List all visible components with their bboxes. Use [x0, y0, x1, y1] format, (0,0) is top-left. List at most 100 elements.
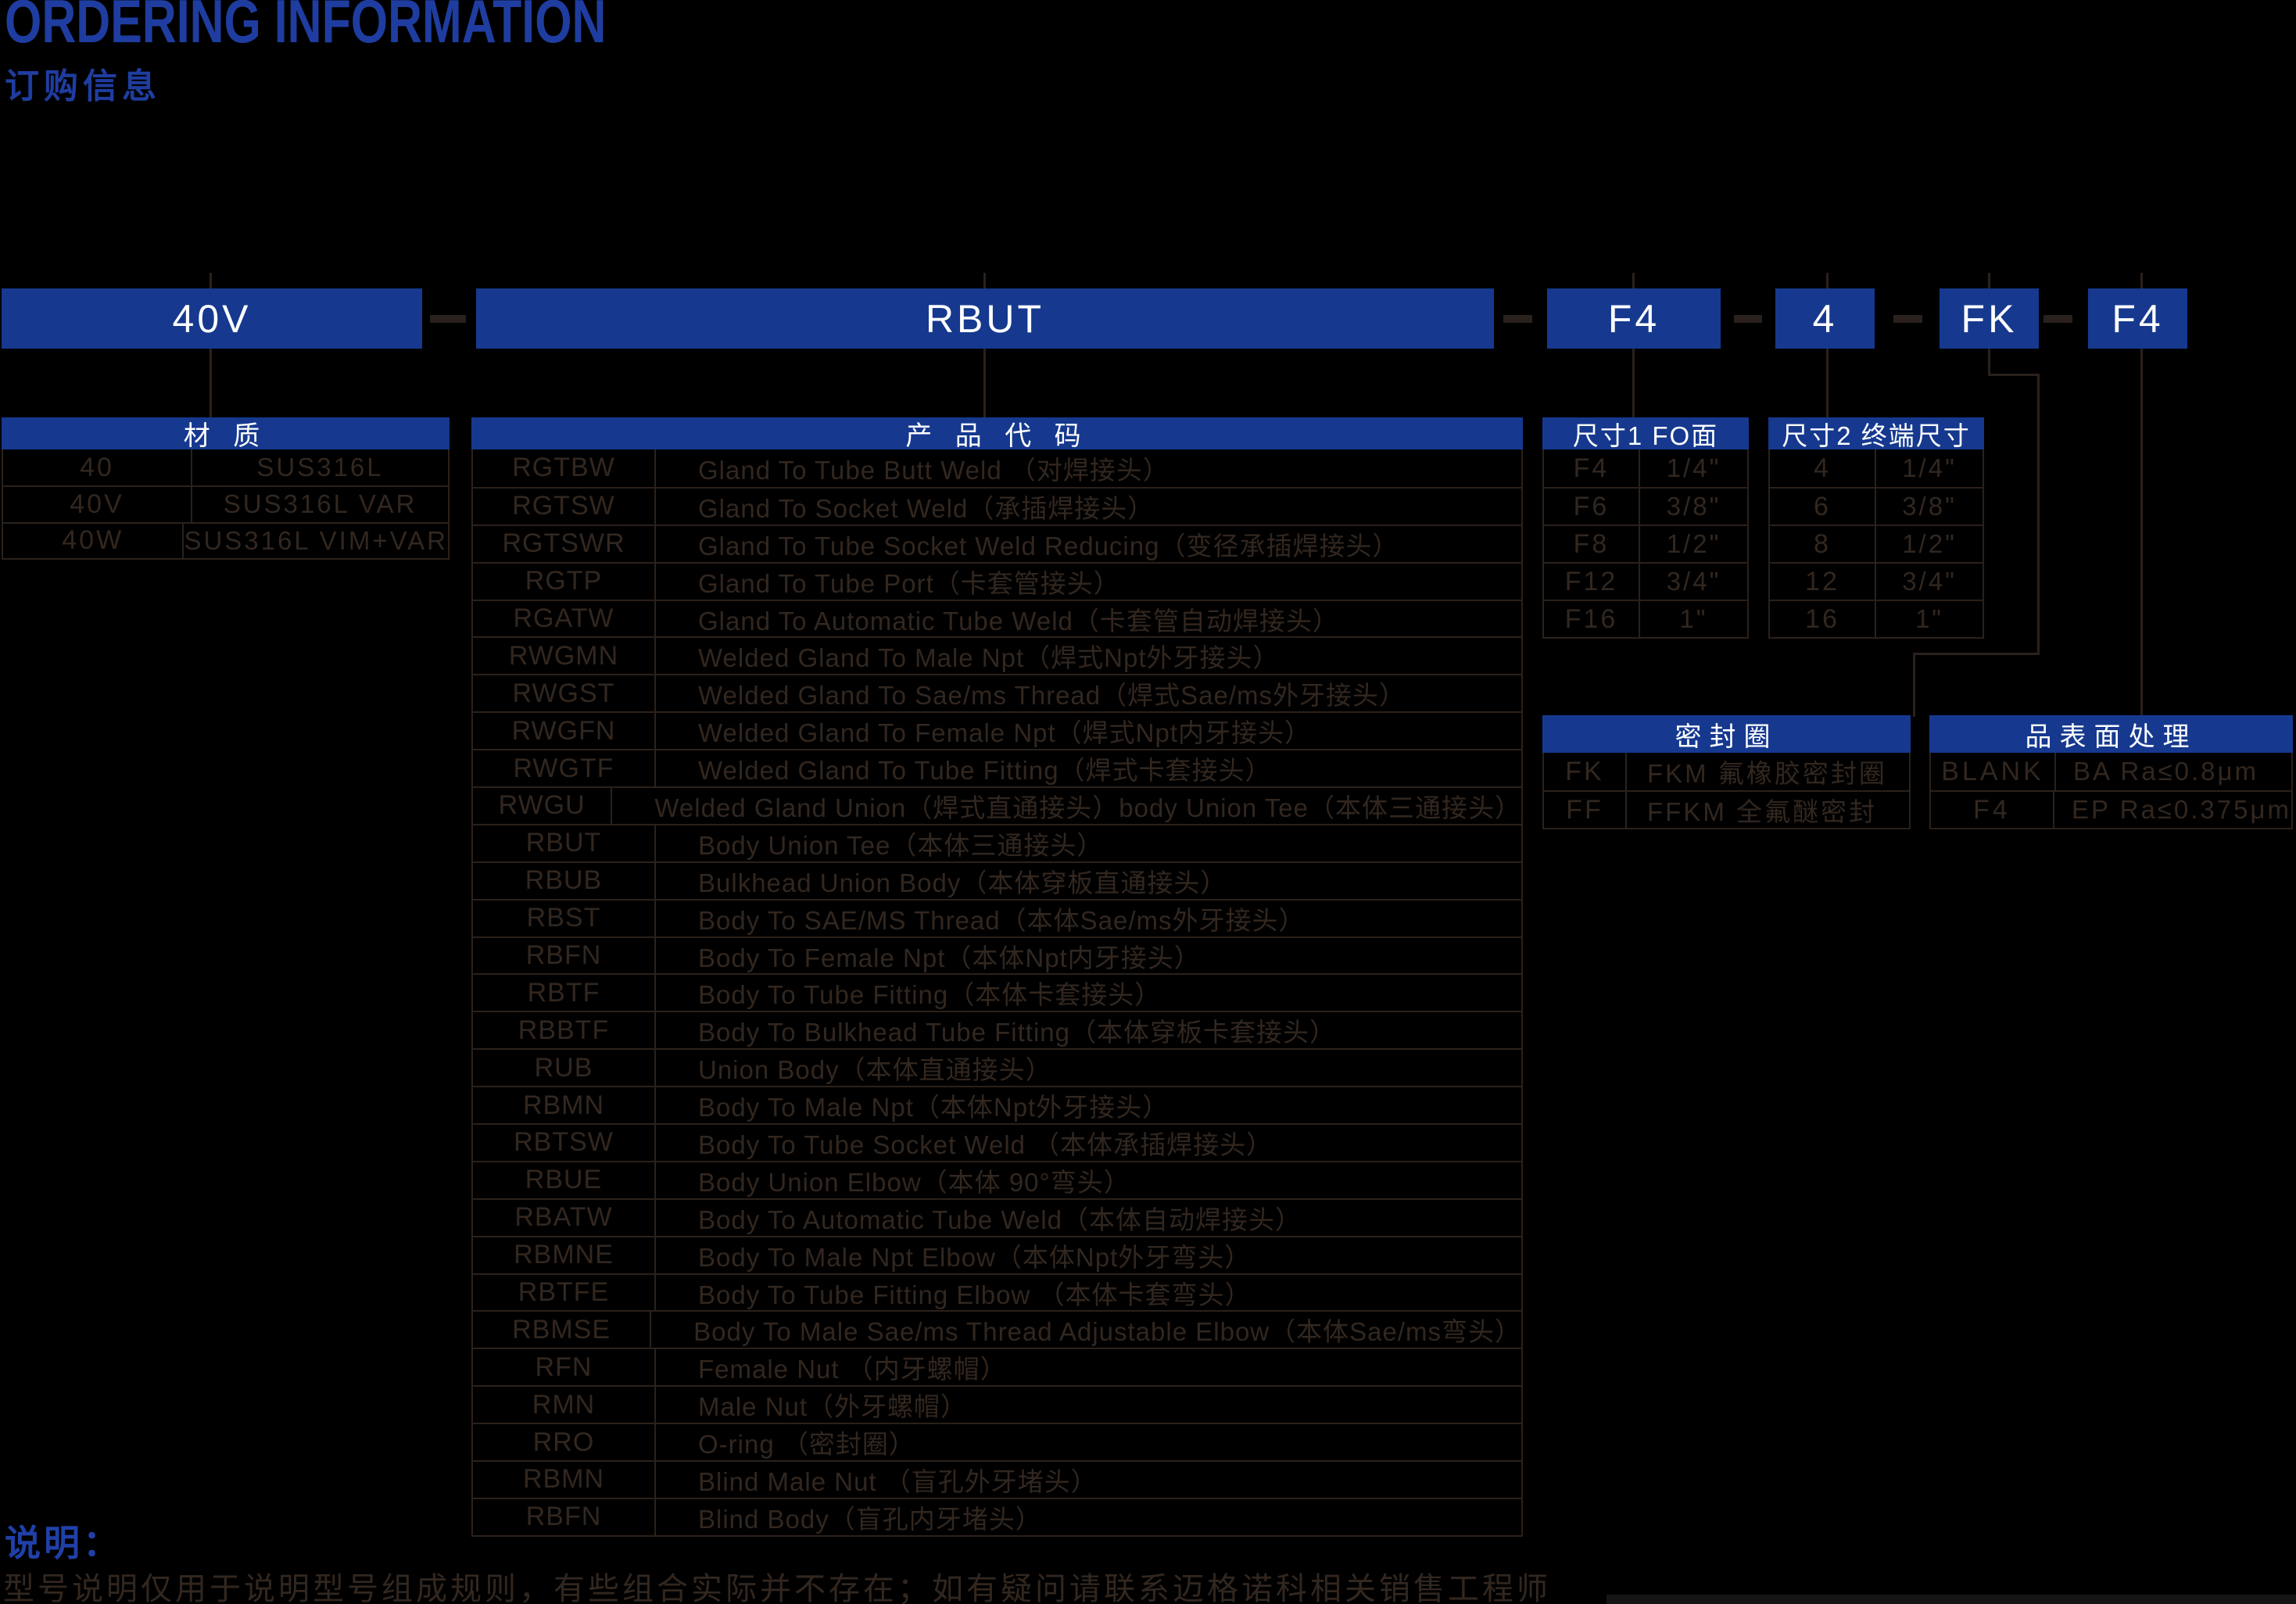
connector-line	[1913, 653, 1915, 717]
table-row: RWGTF Welded Gland To Tube Fitting（焊式卡套接…	[473, 749, 1521, 787]
size1-table: 尺寸1 FO面 F4 1/4" F6 3/8" F8 1/2"	[1542, 417, 1749, 639]
product-code: RGTBW	[473, 449, 656, 487]
table-row: RBATW Body To Automatic Tube Weld（本体自动焊接…	[473, 1198, 1521, 1236]
product-desc: Gland To Tube Butt Weld （对焊接头）	[698, 455, 1169, 485]
product-desc: Welded Gland To Male Npt（焊式Npt外牙接头）	[698, 643, 1280, 673]
product-code: RWGTF	[473, 750, 656, 787]
table-row: 16 1"	[1770, 600, 1983, 637]
connector-tick	[1826, 273, 1829, 288]
table-row: RBTSW Body To Tube Socket Weld （本体承插焊接头）	[473, 1123, 1521, 1161]
connector-tick	[210, 273, 212, 288]
product-desc: Body To SAE/MS Thread（本体Sae/ms外牙接头）	[698, 905, 1306, 935]
product-desc: Body To Male Sae/ms Thread Adjustable El…	[693, 1317, 1521, 1347]
material-table-rows: 40 SUS316L 40V SUS316L VAR 40W SUS316L V…	[2, 449, 450, 560]
table-row: 40V SUS316L VAR	[3, 485, 448, 522]
seal-ring-table-header: 密封圈	[1542, 715, 1911, 753]
product-code: RBATW	[473, 1199, 656, 1236]
order-code-box-size1: F4	[1547, 288, 1721, 349]
product-code: RUB	[473, 1050, 656, 1087]
size1-desc: 1/2"	[1666, 529, 1721, 558]
product-code: RBTFE	[473, 1274, 656, 1311]
size1-code: F16	[1544, 601, 1640, 637]
surface-treatment-table: 品表面处理 BLANK BA Ra≤0.8μm F4 EP Ra≤0.375μm	[1929, 715, 2293, 829]
product-code: RWGFN	[473, 713, 656, 750]
connector-line	[1913, 653, 2040, 655]
table-row: RWGST Welded Gland To Sae/ms Thread（焊式Sa…	[473, 674, 1521, 712]
product-code: RGTP	[473, 563, 656, 600]
material-code: 40V	[3, 487, 192, 522]
seal-desc: FKM 氟橡胶密封圈	[1647, 759, 1887, 788]
table-row: RBTFE Body To Tube Fitting Elbow （本体卡套弯头…	[473, 1273, 1521, 1311]
size2-code: 4	[1770, 449, 1876, 487]
size1-code: F6	[1544, 489, 1640, 525]
product-code: RWGST	[473, 675, 656, 712]
surface-code: BLANK	[1931, 753, 2056, 790]
product-desc: Blind Body（盲孔内牙堵头）	[698, 1504, 1042, 1534]
table-row: FF FFKM 全氟醚密封	[1544, 790, 1909, 828]
table-row: RGTSWR Gland To Tube Socket Weld Reducin…	[473, 524, 1521, 562]
product-desc: Body To Automatic Tube Weld（本体自动焊接头）	[698, 1205, 1302, 1234]
material-code: 40	[3, 449, 192, 486]
product-desc: Welded Gland To Tube Fitting（焊式卡套接头）	[698, 756, 1272, 786]
order-code-box-surface: F4	[2088, 288, 2187, 349]
connector-tick	[983, 273, 986, 288]
connector-tick	[2140, 273, 2143, 288]
product-desc: Body To Bulkhead Tube Fitting（本体穿板卡套接头）	[698, 1018, 1337, 1047]
size1-table-rows: F4 1/4" F6 3/8" F8 1/2" F12 3/4"	[1542, 449, 1749, 639]
table-row: RBUT Body Union Tee（本体三通接头）	[473, 823, 1521, 861]
order-code-box-material: 40V	[2, 288, 422, 349]
material-code: 40W	[3, 523, 184, 558]
size2-table: 尺寸2 终端尺寸 4 1/4" 6 3/8" 8 1/2"	[1768, 417, 1984, 639]
product-desc: Body To Tube Fitting Elbow （本体卡套弯头）	[698, 1280, 1252, 1309]
product-desc: Gland To Automatic Tube Weld（卡套管自动焊接头）	[698, 606, 1339, 636]
connector-line	[1826, 349, 1829, 417]
footer-strip	[1606, 1595, 2296, 1604]
product-code: RWGU	[473, 788, 613, 824]
size2-code: 12	[1770, 564, 1876, 600]
product-code: RBFN	[473, 937, 656, 974]
seal-code: FF	[1544, 792, 1627, 828]
product-code: RRO	[473, 1424, 656, 1461]
size2-desc: 1"	[1915, 604, 1944, 633]
table-row: F8 1/2"	[1544, 525, 1747, 562]
table-row: RMN Male Nut（外牙螺帽）	[473, 1385, 1521, 1423]
table-row: RBMSE Body To Male Sae/ms Thread Adjusta…	[473, 1310, 1521, 1348]
product-code: RBMN	[473, 1462, 656, 1498]
product-code: RBUT	[473, 825, 656, 861]
surface-desc: EP Ra≤0.375μm	[2072, 795, 2291, 824]
table-row: 12 3/4"	[1770, 562, 1983, 600]
seal-code: FK	[1544, 753, 1627, 790]
table-row: RBMNE Body To Male Npt Elbow（本体Npt外牙弯头）	[473, 1235, 1521, 1273]
connector-line	[1988, 374, 2040, 376]
product-code: RGATW	[473, 600, 656, 637]
product-code: RBTSW	[473, 1125, 656, 1161]
product-desc: Body To Male Npt Elbow（本体Npt外牙弯头）	[698, 1242, 1252, 1272]
table-row: RBFN Body To Female Npt（本体Npt内牙接头）	[473, 936, 1521, 974]
product-desc: Welded Gland To Female Npt（焊式Npt内牙接头）	[698, 718, 1312, 748]
size2-desc: 3/4"	[1902, 567, 1957, 596]
connector-line	[2037, 374, 2040, 655]
product-desc: Welded Gland Union（焊式直通接头）body Union Tee…	[654, 793, 1521, 822]
material-desc: SUS316L	[256, 453, 384, 482]
table-row: FK FKM 氟橡胶密封圈	[1544, 753, 1909, 790]
notes-text: 型号说明仅用于说明型号组成规则，有些组合实际并不存在；如有疑问请联系迈格诺科相关…	[3, 1571, 1551, 1604]
size1-code: F12	[1544, 564, 1640, 600]
product-code: RMN	[473, 1387, 656, 1423]
table-row: RGATW Gland To Automatic Tube Weld（卡套管自动…	[473, 599, 1521, 637]
separator-dash	[1893, 315, 1922, 323]
product-code: RBTF	[473, 975, 656, 1011]
seal-ring-table-rows: FK FKM 氟橡胶密封圈 FF FFKM 全氟醚密封	[1542, 753, 1911, 829]
product-desc: Female Nut （内牙螺帽）	[698, 1355, 1007, 1384]
separator-dash	[1503, 315, 1532, 323]
table-row: RUB Union Body（本体直通接头）	[473, 1048, 1521, 1087]
product-desc: Body Union Tee（本体三通接头）	[698, 830, 1104, 860]
table-row: F16 1"	[1544, 600, 1747, 637]
size1-table-header: 尺寸1 FO面	[1542, 417, 1749, 450]
product-code-table-header: 产 品 代 码	[471, 417, 1523, 451]
product-desc: Body To Male Npt（本体Npt外牙接头）	[698, 1093, 1169, 1122]
product-desc: Gland To Socket Weld（承插焊接头）	[698, 493, 1155, 523]
size2-code: 6	[1770, 489, 1876, 525]
product-desc: Welded Gland To Sae/ms Thread（焊式Sae/ms外牙…	[698, 681, 1406, 711]
connector-tick	[1988, 273, 1990, 288]
